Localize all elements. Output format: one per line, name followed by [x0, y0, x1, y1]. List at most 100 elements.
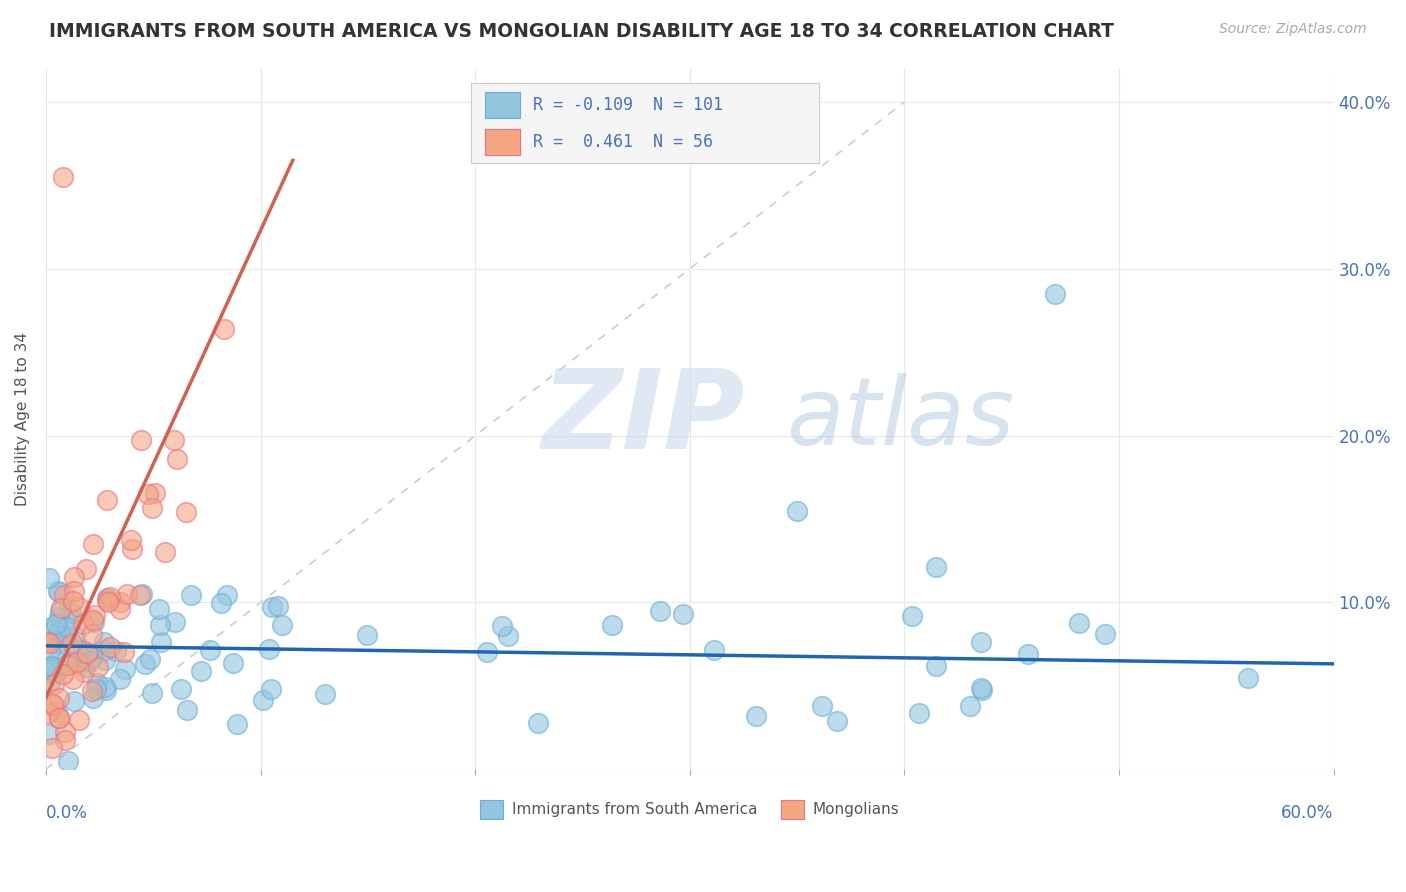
Point — [53, 733, 76, 747]
Point — [959, 698, 981, 713]
Point — [48, 691, 70, 706]
Point — [63, 570, 86, 584]
Point — [86, 681, 108, 696]
Point — [49, 624, 72, 638]
Point — [527, 715, 550, 730]
Text: 0.0%: 0.0% — [46, 805, 87, 822]
Point — [82, 626, 104, 640]
Point — [46, 583, 69, 598]
Point — [39, 636, 62, 650]
Point — [211, 596, 233, 610]
Point — [97, 595, 120, 609]
Point — [38, 675, 60, 690]
Point — [49, 604, 72, 618]
Point — [37, 706, 59, 720]
Point — [212, 322, 235, 336]
Point — [41, 740, 63, 755]
Point — [811, 699, 834, 714]
Point — [924, 560, 946, 574]
Point — [104, 644, 127, 658]
Point — [153, 545, 176, 559]
Point — [129, 588, 152, 602]
Point — [72, 616, 94, 631]
Point — [150, 634, 173, 648]
Point — [475, 645, 498, 659]
Text: 60.0%: 60.0% — [1281, 805, 1334, 822]
Point — [38, 726, 60, 740]
Point — [48, 711, 70, 725]
Point — [703, 642, 725, 657]
Point — [58, 656, 80, 670]
Point — [45, 665, 67, 679]
Point — [37, 621, 59, 635]
Point — [37, 635, 59, 649]
Point — [63, 694, 86, 708]
Point — [62, 672, 84, 686]
Point — [120, 533, 142, 547]
Point — [48, 635, 70, 649]
Point — [53, 628, 76, 642]
Point — [1094, 627, 1116, 641]
Point — [49, 601, 72, 615]
Point — [491, 619, 513, 633]
Point — [1017, 647, 1039, 661]
Point — [969, 635, 991, 649]
Point — [169, 681, 191, 696]
Point — [744, 708, 766, 723]
Point — [498, 629, 520, 643]
Point — [55, 657, 77, 672]
Point — [1069, 616, 1091, 631]
Point — [1043, 286, 1066, 301]
Point — [176, 703, 198, 717]
Point — [39, 658, 62, 673]
Text: Source: ZipAtlas.com: Source: ZipAtlas.com — [1219, 22, 1367, 37]
Point — [129, 433, 152, 447]
Point — [260, 599, 283, 614]
Point — [48, 610, 70, 624]
Point — [87, 659, 110, 673]
Point — [314, 687, 336, 701]
Point — [165, 615, 187, 629]
Point — [900, 608, 922, 623]
Point — [827, 714, 849, 729]
Point — [257, 642, 280, 657]
Point — [108, 595, 131, 609]
Point — [970, 681, 993, 695]
Point — [52, 588, 75, 602]
Point — [96, 683, 118, 698]
Point — [72, 643, 94, 657]
Point — [198, 643, 221, 657]
Point — [786, 504, 808, 518]
Point — [56, 658, 79, 673]
Point — [139, 651, 162, 665]
Point — [44, 698, 66, 713]
Point — [45, 705, 67, 719]
Point — [93, 634, 115, 648]
Text: IMMIGRANTS FROM SOUTH AMERICA VS MONGOLIAN DISABILITY AGE 18 TO 34 CORRELATION C: IMMIGRANTS FROM SOUTH AMERICA VS MONGOLI… — [49, 22, 1114, 41]
Point — [131, 587, 153, 601]
Point — [75, 562, 97, 576]
Point — [648, 604, 671, 618]
Point — [180, 588, 202, 602]
Point — [96, 592, 118, 607]
Point — [48, 711, 70, 725]
Point — [108, 672, 131, 686]
Text: atlas: atlas — [786, 374, 1015, 465]
Point — [148, 601, 170, 615]
Point — [166, 452, 188, 467]
Point — [260, 681, 283, 696]
Point — [222, 656, 245, 670]
Point — [66, 642, 89, 657]
Point — [39, 643, 62, 657]
Point — [925, 659, 948, 673]
Point — [84, 607, 107, 622]
Point — [266, 599, 288, 613]
Point — [143, 486, 166, 500]
Point — [58, 639, 80, 653]
Point — [45, 616, 67, 631]
Point — [93, 681, 115, 695]
Point — [51, 630, 73, 644]
Point — [94, 652, 117, 666]
Point — [86, 676, 108, 690]
Point — [121, 541, 143, 556]
